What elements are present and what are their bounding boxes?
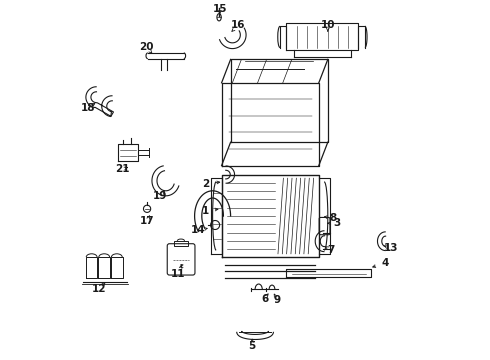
- Text: 21: 21: [115, 164, 129, 174]
- Text: 4: 4: [382, 258, 389, 268]
- Text: 17: 17: [140, 216, 154, 226]
- Text: 18: 18: [80, 103, 95, 113]
- Text: 11: 11: [171, 269, 186, 279]
- Text: 13: 13: [384, 243, 398, 253]
- Text: 3: 3: [333, 218, 341, 228]
- Text: 14: 14: [191, 225, 205, 235]
- Text: 2: 2: [202, 179, 209, 189]
- Text: 7: 7: [328, 245, 335, 255]
- Text: 1: 1: [202, 206, 209, 216]
- Bar: [174, 241, 188, 246]
- Text: 9: 9: [274, 295, 281, 305]
- Text: 12: 12: [92, 284, 106, 294]
- Text: 8: 8: [330, 213, 337, 223]
- Text: 20: 20: [139, 42, 153, 52]
- Text: 6: 6: [261, 294, 269, 304]
- Text: 15: 15: [213, 4, 227, 14]
- Text: 10: 10: [320, 20, 335, 30]
- Text: E: E: [179, 264, 183, 269]
- Text: 5: 5: [248, 341, 256, 351]
- Text: 16: 16: [231, 20, 246, 30]
- Text: 19: 19: [152, 191, 167, 201]
